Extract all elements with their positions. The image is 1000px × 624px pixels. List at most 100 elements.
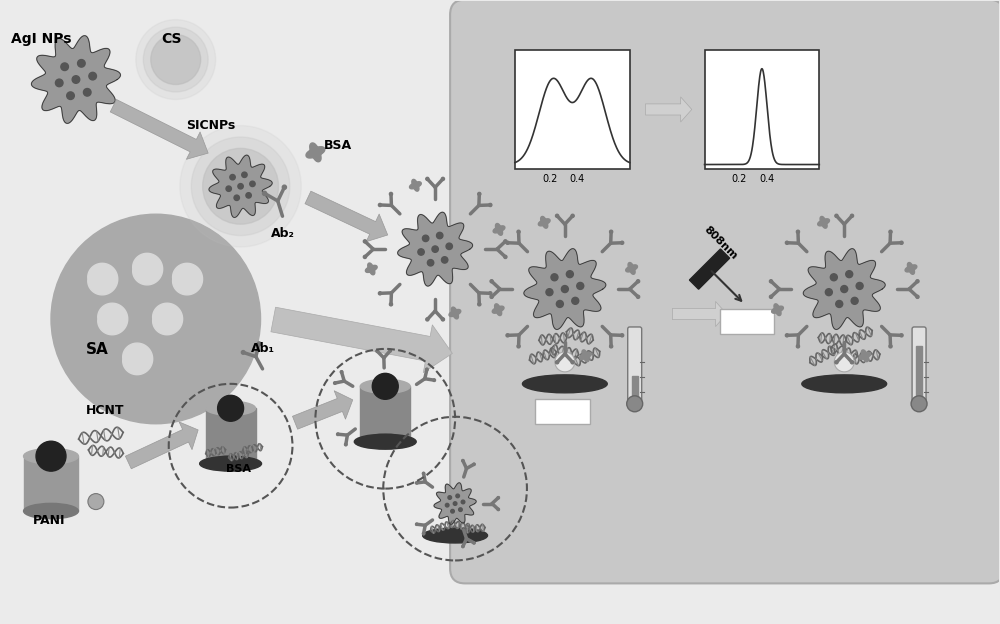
Circle shape (363, 240, 366, 243)
Circle shape (461, 500, 465, 504)
Polygon shape (524, 249, 606, 329)
FancyBboxPatch shape (535, 399, 590, 424)
FancyBboxPatch shape (450, 0, 1000, 583)
Circle shape (473, 542, 475, 544)
Polygon shape (580, 350, 591, 362)
Circle shape (422, 472, 425, 475)
Ellipse shape (206, 401, 256, 415)
Circle shape (416, 482, 418, 484)
Circle shape (506, 334, 509, 337)
Polygon shape (153, 303, 183, 334)
Circle shape (561, 286, 568, 293)
Polygon shape (209, 155, 272, 217)
Circle shape (830, 274, 837, 281)
Circle shape (241, 351, 245, 354)
Circle shape (282, 185, 286, 189)
Circle shape (489, 292, 492, 295)
Circle shape (191, 137, 290, 236)
Ellipse shape (360, 379, 410, 393)
Circle shape (856, 283, 863, 290)
Circle shape (517, 345, 520, 348)
Polygon shape (173, 263, 203, 295)
Circle shape (67, 92, 74, 99)
Bar (916, 346, 922, 402)
Circle shape (83, 89, 91, 96)
FancyBboxPatch shape (705, 49, 819, 169)
Circle shape (610, 345, 613, 348)
Circle shape (136, 19, 216, 99)
Polygon shape (492, 304, 504, 316)
Polygon shape (859, 350, 871, 362)
Circle shape (836, 301, 843, 308)
Circle shape (446, 243, 452, 250)
Polygon shape (434, 483, 476, 524)
Ellipse shape (206, 456, 256, 470)
Circle shape (796, 230, 800, 233)
Circle shape (441, 177, 444, 180)
Circle shape (441, 256, 448, 263)
Circle shape (72, 76, 80, 84)
Polygon shape (626, 263, 637, 275)
Circle shape (900, 334, 903, 337)
Text: 0.2: 0.2 (542, 174, 557, 184)
FancyArrowPatch shape (305, 191, 388, 241)
Circle shape (851, 298, 858, 305)
Circle shape (556, 214, 559, 217)
Circle shape (218, 396, 244, 421)
Circle shape (785, 241, 788, 245)
FancyArrowPatch shape (672, 301, 727, 326)
Circle shape (637, 295, 640, 298)
Text: 808nm: 808nm (702, 224, 739, 261)
Circle shape (180, 125, 301, 247)
Circle shape (89, 72, 96, 80)
Circle shape (556, 301, 563, 308)
Circle shape (850, 214, 854, 217)
Circle shape (637, 280, 640, 283)
Circle shape (889, 345, 892, 348)
Circle shape (426, 368, 428, 371)
Circle shape (422, 235, 429, 241)
Circle shape (497, 497, 499, 499)
FancyArrowPatch shape (110, 99, 208, 159)
Circle shape (621, 334, 624, 337)
Circle shape (900, 241, 903, 245)
Circle shape (246, 193, 251, 198)
FancyBboxPatch shape (515, 49, 630, 169)
Circle shape (426, 318, 429, 321)
Ellipse shape (423, 528, 488, 543)
Circle shape (841, 286, 848, 293)
Polygon shape (31, 36, 120, 124)
Circle shape (916, 280, 919, 283)
Text: SICNPs: SICNPs (186, 119, 235, 132)
Circle shape (78, 59, 85, 67)
Circle shape (143, 27, 208, 92)
Circle shape (376, 350, 378, 353)
Circle shape (257, 342, 261, 346)
Circle shape (337, 433, 339, 436)
Circle shape (478, 303, 481, 306)
Text: 0.4: 0.4 (759, 174, 775, 184)
Circle shape (340, 371, 343, 373)
Circle shape (432, 246, 438, 252)
Circle shape (437, 232, 443, 239)
Circle shape (55, 79, 63, 87)
Circle shape (835, 361, 838, 364)
Circle shape (453, 502, 457, 505)
FancyBboxPatch shape (912, 327, 926, 406)
Polygon shape (123, 343, 153, 374)
Circle shape (445, 504, 449, 507)
Circle shape (372, 373, 398, 399)
Circle shape (506, 241, 509, 245)
Circle shape (389, 192, 393, 195)
Circle shape (151, 34, 201, 84)
Circle shape (566, 271, 573, 278)
Circle shape (504, 255, 507, 258)
Circle shape (462, 459, 464, 462)
Circle shape (334, 382, 336, 384)
Circle shape (462, 545, 464, 548)
Bar (360, 386, 410, 441)
Text: Ab₂: Ab₂ (271, 227, 294, 240)
Circle shape (850, 361, 854, 364)
Circle shape (571, 214, 574, 217)
Circle shape (478, 192, 481, 195)
